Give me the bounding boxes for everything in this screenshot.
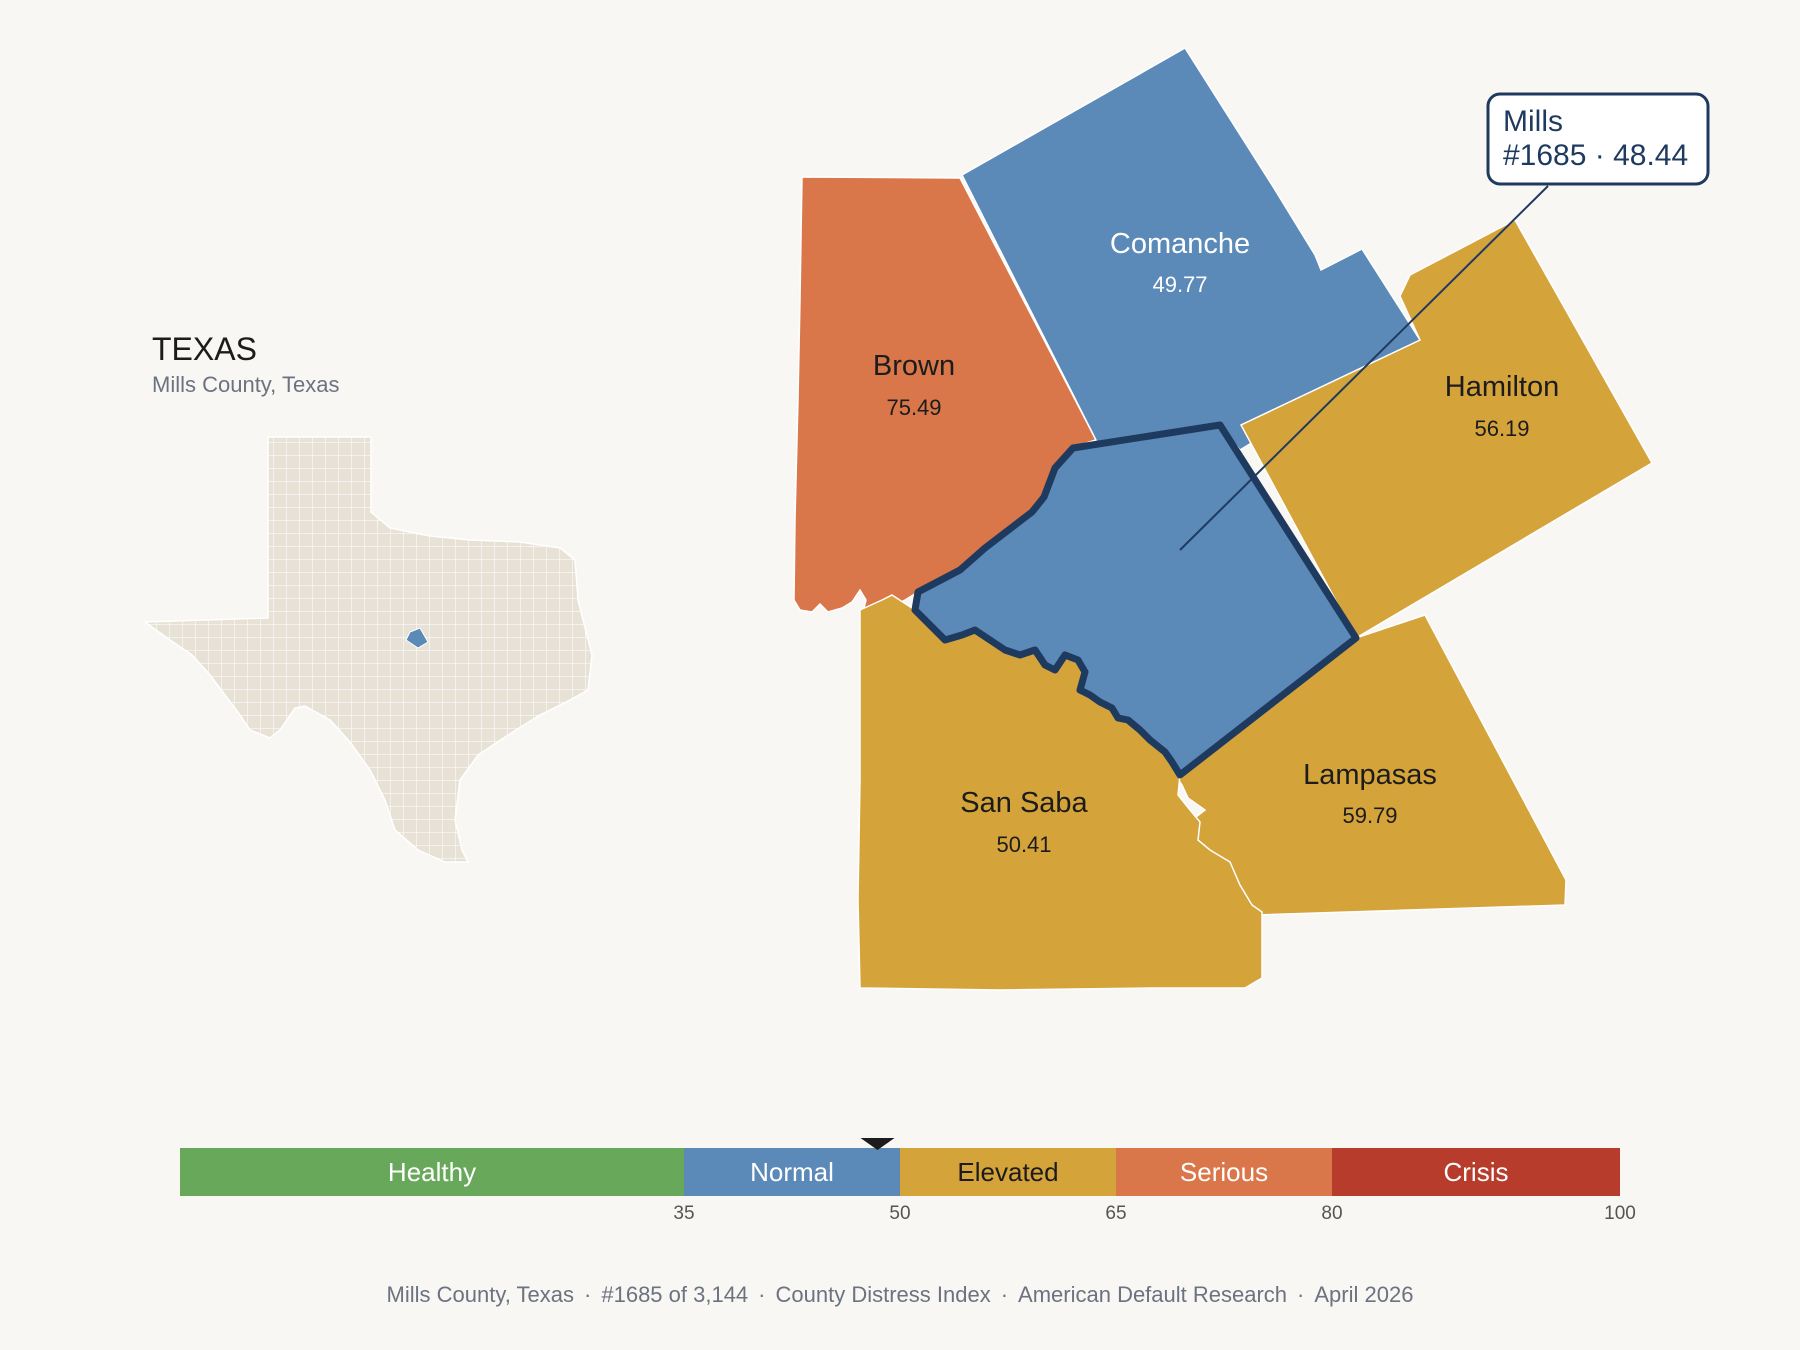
- county-label-lampasas: Lampasas: [1303, 759, 1437, 791]
- county-mills[interactable]: [911, 421, 1360, 779]
- legend-segment-crisis: [1332, 1148, 1620, 1196]
- legend-label-crisis: Crisis: [1444, 1157, 1509, 1187]
- texas-inset-map: [142, 436, 593, 863]
- legend-label-serious: Serious: [1180, 1157, 1268, 1187]
- legend-label-healthy: Healthy: [388, 1157, 476, 1187]
- legend-tick-65: 65: [1105, 1203, 1126, 1224]
- callout-county-name: Mills: [1503, 105, 1563, 138]
- footer: Mills County, Texas · #1685 of 3,144 · Count…: [386, 1282, 1414, 1307]
- state-subtitle: Mills County, Texas: [152, 372, 339, 397]
- callout-box: [1486, 92, 1710, 186]
- legend-label-normal: Normal: [750, 1157, 834, 1187]
- county-score-san-saba: 50.41: [996, 832, 1051, 857]
- callout-rank-score: #1685 · 48.44: [1503, 139, 1688, 172]
- legend-segment-serious: [1116, 1148, 1332, 1196]
- footer-rank: #1685 of 3,144: [601, 1282, 749, 1307]
- county-score-comanche: 49.77: [1152, 272, 1207, 297]
- county-label-brown: Brown: [873, 350, 955, 382]
- county-label-hamilton: Hamilton: [1445, 371, 1559, 403]
- footer-index: County Distress Index: [775, 1282, 991, 1307]
- legend-tick-100: 100: [1604, 1203, 1636, 1224]
- county-score-brown: 75.49: [886, 395, 941, 420]
- footer-date: April 2026: [1314, 1282, 1414, 1307]
- mills-inset-marker: [405, 627, 429, 649]
- county-label-comanche: Comanche: [1110, 228, 1250, 260]
- county-hamilton[interactable]: [1239, 218, 1654, 640]
- legend-tick-35: 35: [673, 1203, 694, 1224]
- county-score-hamilton: 56.19: [1474, 416, 1529, 441]
- legend-segment-elevated: [900, 1148, 1116, 1196]
- legend-label-elevated: Elevated: [957, 1157, 1058, 1187]
- legend-segment-normal: [684, 1148, 900, 1196]
- county-label-san-saba: San Saba: [960, 787, 1088, 819]
- county-score-lampasas: 59.79: [1342, 803, 1397, 828]
- footer-source: American Default Research: [1018, 1282, 1288, 1307]
- legend-tick-50: 50: [889, 1203, 910, 1224]
- footer-county: Mills County, Texas: [386, 1282, 575, 1307]
- legend-marker-icon: [860, 1138, 895, 1150]
- callout-leader-line: [1179, 185, 1549, 551]
- distress-scale-legend: Healthy Normal Elevated Serious Crisis 35 50 65…: [180, 1138, 1636, 1224]
- legend-segment-healthy: [180, 1148, 684, 1196]
- state-title: TEXAS: [152, 331, 257, 367]
- legend-tick-80: 80: [1321, 1203, 1342, 1224]
